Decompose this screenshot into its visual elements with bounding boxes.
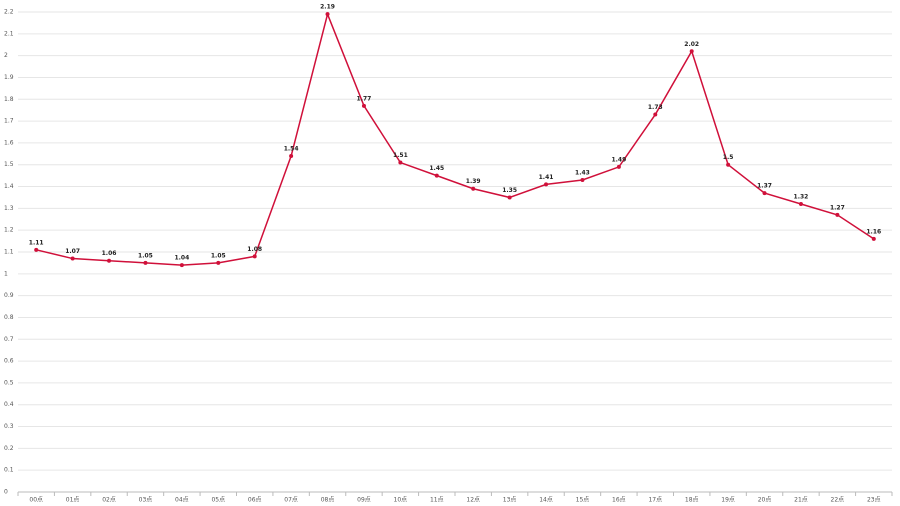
y-tick-label: 1.4 [4,183,14,190]
point [325,12,330,17]
x-tick-label: 19点 [721,496,735,504]
x-tick-label: 07点 [284,496,298,504]
point [689,49,694,54]
value-label: 1.05 [211,252,226,259]
x-tick-label: 02点 [102,496,116,504]
value-label: 1.39 [466,178,481,185]
x-tick-label: 11点 [430,496,444,504]
x-tick-label: 20点 [758,496,772,504]
point [762,191,767,196]
value-label: 1.35 [502,187,517,194]
point [107,258,112,263]
y-tick-label: 0.7 [4,336,14,343]
y-tick-label: 1.1 [4,249,14,256]
y-tick-label: 1.7 [4,118,14,125]
y-tick-label: 0.1 [4,467,14,474]
x-tick-label: 06点 [248,496,262,504]
point [798,202,803,206]
value-label: 1.37 [757,183,772,190]
y-tick-label: 1.5 [4,161,14,168]
x-tick-label: 17点 [648,496,662,504]
x-tick-label: 16点 [612,496,626,504]
y-tick-label: 1.9 [4,74,14,81]
value-label: 1.06 [102,250,117,257]
y-tick-label: 1.6 [4,139,14,146]
y-tick-label: 0.5 [4,379,14,386]
y-tick-label: 1.2 [4,227,14,234]
point [580,178,585,182]
x-tick-label: 04点 [175,496,189,504]
point [289,154,294,158]
value-label: 1.54 [284,146,299,153]
x-tick-label: 14点 [539,496,553,504]
x-tick-label: 09点 [357,496,371,504]
x-tick-label: 13点 [503,496,517,504]
y-tick-label: 0.4 [4,401,14,408]
x-tick-label: 21点 [794,496,808,504]
x-tick-label: 05点 [211,496,225,504]
value-label: 1.04 [174,255,189,262]
x-tick-label: 23点 [867,496,881,504]
value-label: 1.43 [575,170,590,177]
y-tick-label: 1.3 [4,205,14,212]
value-label: 1.51 [393,152,408,159]
point [70,256,75,261]
value-label: 1.32 [794,194,809,201]
point [179,263,184,268]
value-label: 1.07 [65,248,80,255]
y-tick-label: 0.8 [4,314,14,321]
point [835,212,840,217]
x-tick-label: 00点 [29,496,43,504]
point [434,173,439,178]
x-tick-label: 18点 [685,496,699,504]
value-label: 1.08 [247,246,262,253]
y-tick-label: 2.2 [4,9,14,16]
value-label: 1.05 [138,252,153,259]
x-tick-label: 12点 [466,496,480,504]
x-tick-label: 03点 [139,496,153,504]
x-tick-label: 01点 [66,496,80,504]
value-label: 1.77 [357,95,372,102]
point [34,247,39,252]
y-tick-label: 1 [4,270,8,277]
y-tick-label: 0.9 [4,292,14,299]
value-label: 1.73 [648,104,663,111]
value-label: 1.41 [539,174,554,181]
point [871,236,876,241]
point [471,186,476,191]
y-tick-label: 2 [4,52,8,59]
line [36,11,875,266]
point [361,103,366,108]
value-label: 1.49 [611,156,626,163]
value-label: 2.02 [684,41,699,48]
value-label: 2.19 [320,4,335,11]
point [398,160,403,165]
point [544,182,549,187]
y-tick-label: 0 [4,489,8,496]
point [216,260,221,265]
x-tick-label: 10点 [394,496,408,504]
x-tick-label: 15点 [576,496,590,504]
point [726,162,731,167]
point [653,112,658,117]
value-label: 1.11 [29,239,44,246]
y-tick-label: 2.1 [4,30,14,37]
x-tick-label: 22点 [831,496,845,504]
point [143,260,148,265]
value-label: 1.5 [723,154,734,161]
y-tick-label: 0.3 [4,423,14,430]
point [616,164,621,169]
y-tick-label: 0.2 [4,445,14,452]
value-label: 1.45 [429,165,444,172]
y-tick-label: 1.8 [4,96,14,103]
y-tick-label: 0.6 [4,358,14,365]
x-tick-label: 08点 [321,496,335,504]
point [507,195,512,200]
value-label: 1.27 [830,204,845,211]
point [252,254,257,259]
value-label: 1.16 [866,228,881,235]
